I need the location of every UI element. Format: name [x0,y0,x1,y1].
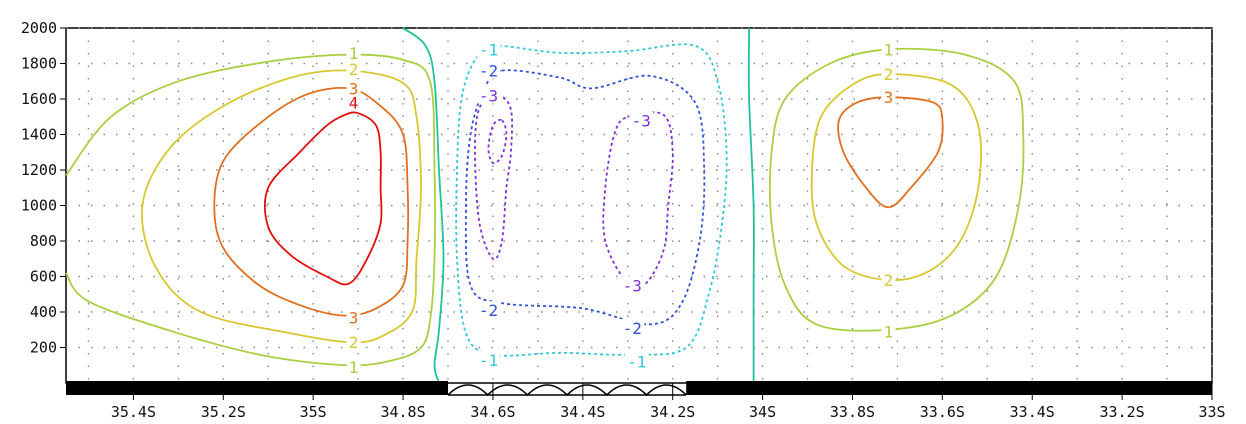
x-tick-label: 33.8S [830,403,875,421]
contour-label-bg [881,88,896,106]
x-tick-label: 33S [1198,403,1225,421]
contour-line-level-4 [263,111,383,286]
contour-label-bg [620,318,645,336]
contour-label-bg [346,93,361,111]
contour-label-bg [476,61,501,79]
x-tick-label: 34.4S [560,403,605,421]
contour-label: -1 [479,351,498,370]
contour-label: -3 [632,111,651,130]
x-tick-label: 33.4S [1010,403,1055,421]
terrain-bar [686,381,1212,395]
contour-label: 2 [884,271,894,290]
contour-label-bg [346,79,361,97]
y-tick-label: 1200 [21,161,57,179]
contour-label: 1 [884,323,894,342]
contour-label-bg [476,350,501,368]
contour-label-bg [881,40,896,58]
contour-label-bg [346,333,361,351]
contour-label: 4 [349,94,359,113]
y-tick-label: 1600 [21,90,57,108]
contour-label-bg [346,59,361,77]
contour-label-bg [881,271,896,289]
contour-line-level-2 [141,69,422,344]
contour-label: 2 [349,60,359,79]
contour-label: -1 [479,40,498,59]
contour-line-level-neg3 [602,111,674,290]
contour-label: -3 [623,276,642,295]
contour-label: 3 [349,308,359,327]
terrain [66,381,1212,397]
contour-label-bg [629,111,654,129]
x-tick-label: 35.2S [201,403,246,421]
contour-label-bg [624,352,649,370]
contour-label: 1 [349,358,359,377]
x-tick-label: 34.2S [650,403,695,421]
contour-line-level-neg3 [487,118,508,165]
contour-line-level-3 [837,96,944,209]
contour-label-bg [346,308,361,326]
contour-label: 3 [349,79,359,98]
contour-line-level-neg2 [464,69,706,326]
y-tick-label: 600 [30,268,57,286]
contour-label: -2 [479,62,498,81]
contour-label: -3 [479,86,498,105]
contour-label: -2 [479,301,498,320]
contour-label: -2 [623,319,642,338]
contour-label: 2 [884,65,894,84]
x-tick-label: 33.6S [920,403,965,421]
y-tick-label: 2000 [21,19,57,37]
terrain-bar [66,381,448,395]
contour-label-bg [476,40,501,58]
contour-label: 2 [349,333,359,352]
contour-label: -1 [627,353,646,372]
contour-line-level-0 [747,27,755,383]
x-tick-label: 33.2S [1100,403,1145,421]
terrain-arches [447,384,687,397]
x-tick-label: 35S [300,403,327,421]
x-tick-label: 34S [749,403,776,421]
contour-line-level-1 [65,53,436,367]
contour-label-bg [346,358,361,376]
x-tick-label: 34.6S [470,403,515,421]
contour-label: 1 [349,44,359,63]
contour-label-bg [476,86,501,104]
contour-label-bg [346,43,361,61]
contour-line-level-3 [213,87,410,317]
contour-line-level-neg1 [455,43,728,357]
contour-label: 3 [884,88,894,107]
contour-label-bg [620,276,645,294]
contour-line-level-neg3 [474,94,514,261]
contour-line-level-0 [402,27,445,384]
contour-label-bg [881,65,896,83]
y-tick-label: 200 [30,339,57,357]
y-tick-label: 1000 [21,197,57,215]
axes: 35.4S 35.2S 35S 34.8S 34.6S 34.4S 34.2S 34S 33.8… [21,19,1226,421]
x-tick-label: 35.4S [111,403,156,421]
y-tick-label: 1400 [21,126,57,144]
y-tick-label: 800 [30,232,57,250]
contour-label-bg [881,322,896,340]
x-tick-label: 34.8S [380,403,425,421]
contour-label: 1 [884,40,894,59]
y-tick-label: 1800 [21,55,57,73]
y-tick-label: 400 [30,303,57,321]
contour-label-bg [476,301,501,319]
